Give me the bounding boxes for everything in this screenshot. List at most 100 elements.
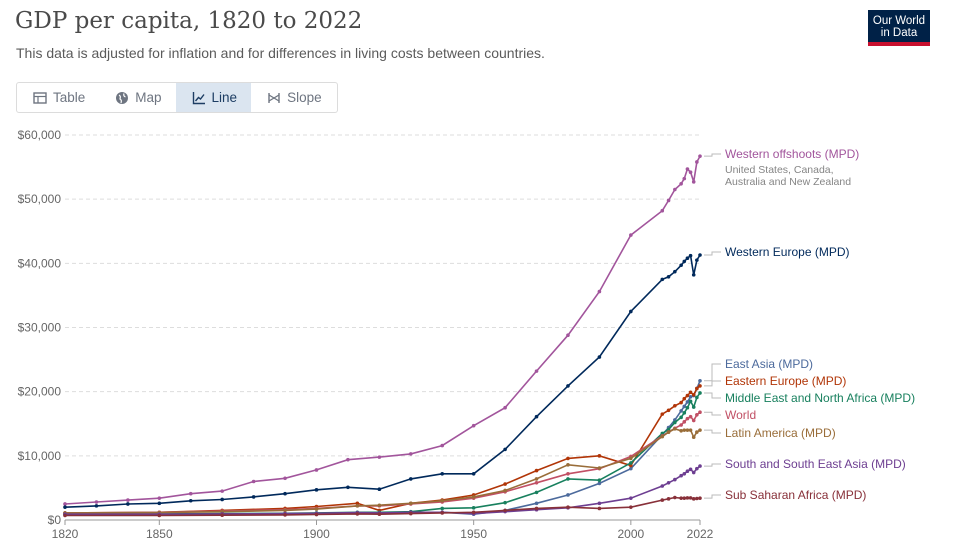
data-point: [688, 170, 693, 175]
data-point: [251, 479, 256, 484]
data-point: [688, 253, 693, 258]
data-point: [503, 447, 507, 452]
data-point: [346, 485, 350, 490]
data-point: [440, 472, 445, 476]
data-point: [682, 396, 687, 401]
data-point: [691, 497, 696, 501]
data-point: [698, 410, 702, 415]
data-point: [251, 495, 256, 499]
data-point: [685, 416, 690, 421]
line-chart-icon: [192, 91, 205, 104]
data-point: [682, 176, 687, 181]
data-point: [666, 480, 671, 485]
data-point: [673, 495, 677, 500]
data-point: [660, 434, 665, 439]
data-point: [695, 160, 699, 164]
data-point: [685, 167, 690, 171]
label-leader-line: [704, 251, 721, 256]
data-point: [629, 309, 633, 314]
data-point: [377, 487, 382, 492]
data-point: [691, 273, 696, 277]
series-note: United States, Canada,: [725, 164, 834, 176]
series-line[interactable]: [65, 465, 701, 515]
data-point: [377, 512, 382, 517]
data-point: [471, 495, 476, 499]
data-point: [695, 386, 699, 391]
data-point: [355, 512, 360, 516]
data-point: [440, 506, 445, 511]
tab-slope[interactable]: Slope: [251, 83, 336, 112]
data-point: [682, 420, 687, 424]
data-point: [534, 506, 539, 511]
slope-icon: [268, 92, 280, 103]
series-label[interactable]: World: [725, 408, 756, 422]
x-tick-label: 2022: [687, 527, 714, 541]
tab-line[interactable]: Line: [175, 83, 252, 112]
data-point: [695, 258, 699, 262]
data-point: [283, 508, 287, 513]
view-tabs: Table Map Line Slope: [16, 82, 338, 113]
data-point: [157, 496, 162, 500]
data-point: [377, 503, 382, 508]
y-tick-label: $50,000: [18, 192, 62, 206]
data-point: [685, 405, 690, 410]
data-point: [679, 263, 683, 268]
data-point: [314, 507, 319, 511]
owid-logo[interactable]: Our World in Data: [868, 10, 930, 46]
data-point: [666, 198, 671, 203]
data-point: [629, 463, 633, 468]
series-line[interactable]: [64, 155, 701, 505]
data-point: [688, 399, 693, 404]
series-line[interactable]: [64, 392, 701, 515]
series-line[interactable]: [64, 254, 701, 508]
data-point: [673, 269, 677, 274]
series-label[interactable]: Eastern Europe (MPD): [725, 374, 846, 388]
series-label[interactable]: East Asia (MPD): [725, 357, 813, 371]
data-point: [691, 393, 696, 397]
data-point: [534, 480, 539, 485]
data-point: [314, 488, 319, 492]
data-point: [408, 477, 413, 481]
series-line[interactable]: [64, 428, 701, 514]
data-point: [679, 496, 683, 500]
series-label[interactable]: South and South East Asia (MPD): [725, 457, 906, 471]
tab-slope-label: Slope: [287, 90, 322, 105]
data-point: [629, 505, 633, 509]
data-point: [691, 418, 696, 423]
tab-map[interactable]: Map: [99, 83, 175, 112]
tab-map-label: Map: [135, 90, 162, 105]
series-label[interactable]: Latin America (MPD): [725, 426, 836, 440]
tab-line-label: Line: [211, 90, 238, 105]
data-point: [679, 409, 683, 413]
data-point: [679, 415, 683, 420]
data-point: [503, 482, 507, 486]
series-label[interactable]: Western Europe (MPD): [725, 245, 849, 259]
data-point: [534, 477, 539, 481]
data-point: [688, 428, 693, 432]
data-point: [283, 513, 287, 517]
data-point: [566, 456, 570, 461]
tab-table[interactable]: Table: [17, 83, 99, 112]
data-point: [94, 504, 99, 508]
series-line[interactable]: [64, 380, 701, 516]
data-point: [685, 428, 690, 432]
series-label[interactable]: Middle East and North Africa (MPD): [725, 391, 915, 405]
data-point: [629, 466, 633, 471]
series-label[interactable]: Sub Saharan Africa (MPD): [725, 488, 866, 502]
data-point: [698, 384, 702, 388]
data-point: [685, 496, 690, 500]
label-leader-line: [704, 429, 721, 434]
data-point: [698, 378, 702, 383]
data-point: [682, 404, 687, 409]
data-point: [534, 501, 539, 506]
series-label[interactable]: Western offshoots (MPD): [725, 147, 859, 161]
data-point: [685, 469, 690, 474]
data-point: [666, 427, 671, 432]
data-point: [673, 427, 677, 431]
globe-icon: [116, 91, 129, 104]
data-point: [679, 429, 683, 433]
data-point: [471, 423, 476, 428]
data-point: [691, 405, 696, 409]
series-line[interactable]: [64, 385, 701, 514]
